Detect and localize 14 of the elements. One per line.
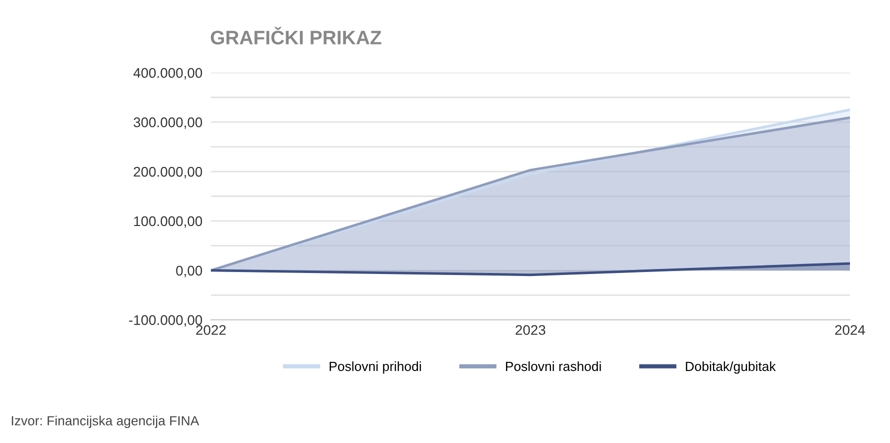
y-tick-label: 200.000,00 [134, 166, 202, 178]
x-tick-label: 2022 [196, 325, 226, 335]
y-tick-label: 400.000,00 [133, 68, 202, 80]
legend-label: Dobitak/gubitak [686, 361, 776, 374]
y-tick-label: 100.000,00 [134, 216, 202, 228]
text: Izvor: Financijska agencija FINA [12, 416, 200, 428]
x-tick-label: 2023 [516, 325, 546, 335]
x-tick-label: 2024 [835, 325, 865, 335]
chart-title: GRAFIČKI PRIKAZ [210, 26, 382, 44]
legend-label: Poslovni prihodi [330, 361, 421, 374]
y-tick-label: 300.000,00 [134, 117, 202, 129]
legend-label: Poslovni rashodi [506, 361, 601, 372]
y-tick-label: -100.000,00 [129, 315, 202, 327]
y-tick-label: 0,00 [176, 266, 202, 278]
